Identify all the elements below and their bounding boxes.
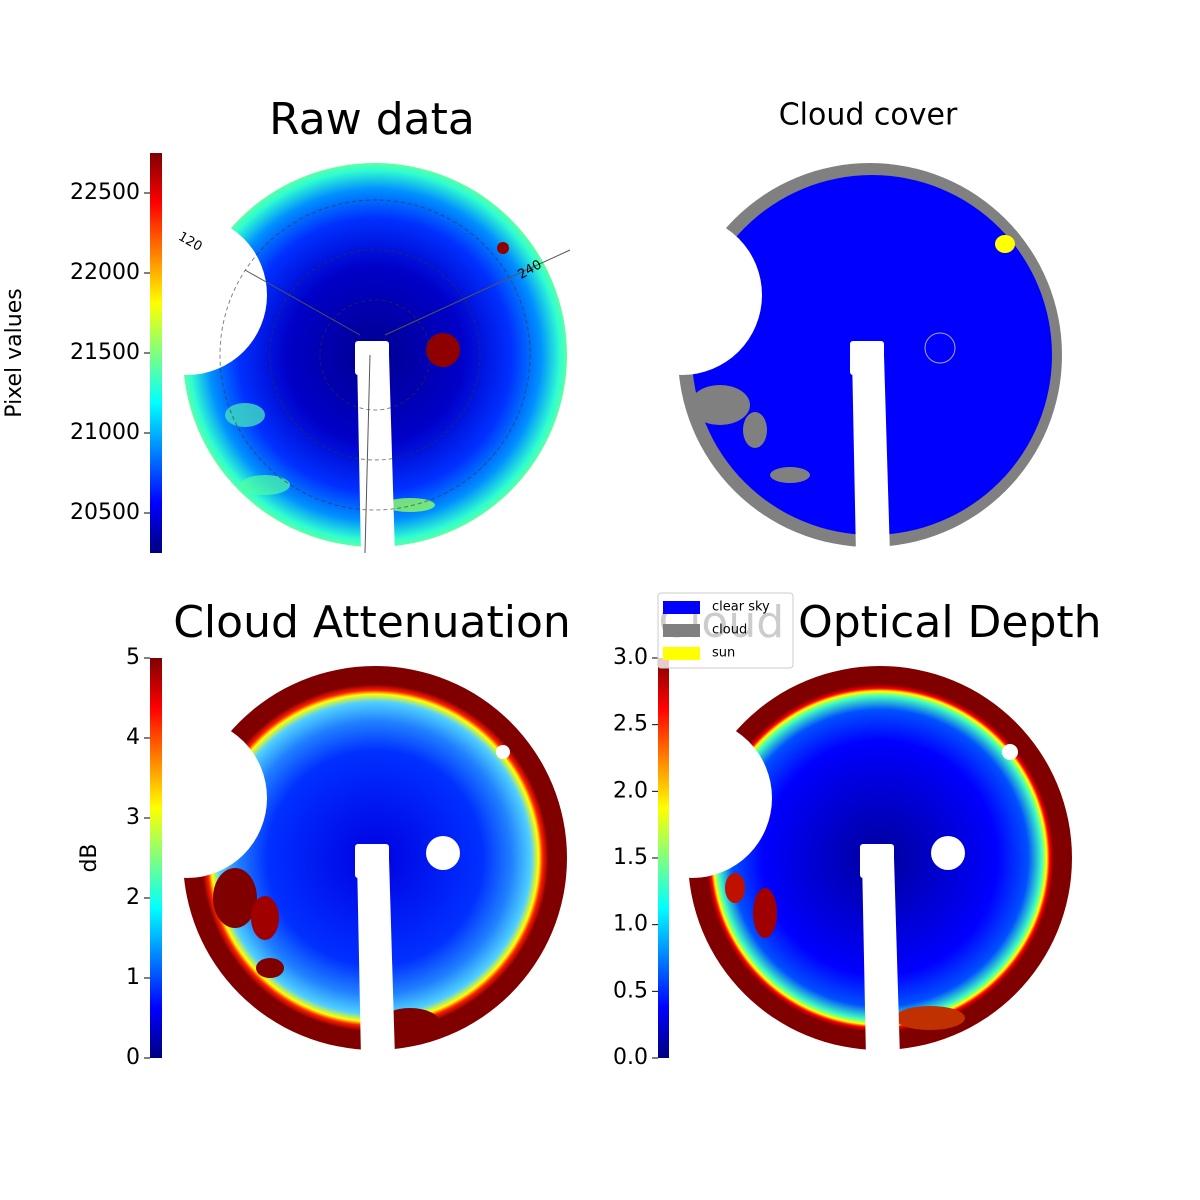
tick-label: 1.0 [613, 912, 648, 937]
tick-label: 0.0 [613, 1045, 648, 1070]
colorbar [150, 153, 162, 553]
cloud-cover-image [670, 155, 1070, 555]
panel-title: Cloud cover [779, 98, 958, 133]
tick-label: 22500 [70, 180, 140, 205]
tick-label: 2 [126, 885, 140, 910]
tick-label: 2.5 [613, 712, 648, 737]
tick-label: 20500 [70, 500, 140, 525]
colorbar [150, 658, 162, 1058]
colorbar-label: dB [77, 843, 102, 872]
tick-label: 1.5 [613, 845, 648, 870]
tick-label: 3 [126, 805, 140, 830]
colorbar-label: Pixel values [2, 288, 27, 417]
tick-label: 21000 [70, 420, 140, 445]
optical-depth-image [685, 663, 1075, 1053]
tick-label: 0.5 [613, 978, 648, 1003]
tick-label: 3.0 [613, 645, 648, 670]
legend-label: cloud [712, 623, 747, 638]
legend-patch [663, 601, 700, 614]
tick-label: 21500 [70, 340, 140, 365]
legend-label: sun [712, 646, 735, 661]
panel-title: Cloud Attenuation [173, 597, 571, 648]
raw-image [180, 160, 571, 554]
tick-label: 4 [126, 725, 140, 750]
colorbar [658, 658, 669, 1058]
tick-label: 22000 [70, 260, 140, 285]
tick-label: 5 [126, 645, 140, 670]
tick-label: 1 [126, 965, 140, 990]
panel-title: Raw data [269, 94, 475, 145]
tick-label: 0 [126, 1045, 140, 1070]
tick-label: 2.0 [613, 778, 648, 803]
legend-patch [663, 624, 700, 637]
polar-label: 120 [175, 229, 204, 254]
attenuation-image [180, 663, 570, 1053]
legend-label: clear sky [712, 600, 770, 615]
legend-patch [663, 647, 700, 660]
